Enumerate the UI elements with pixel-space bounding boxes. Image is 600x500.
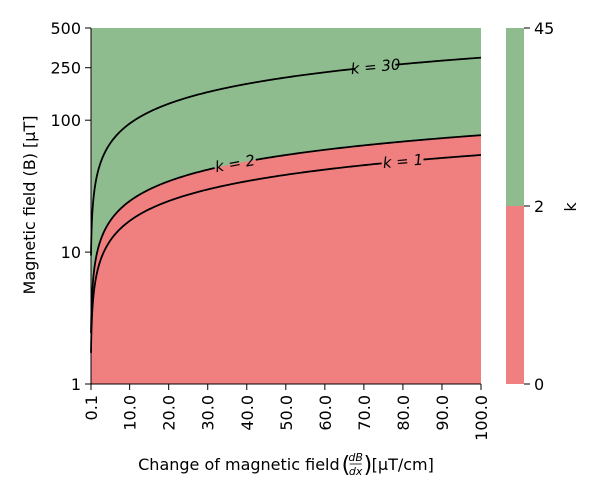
y-tick-label: 10 bbox=[61, 243, 81, 262]
x-tick-label: 60.0 bbox=[316, 395, 335, 431]
colorbar-label: k bbox=[561, 202, 580, 212]
colorbar-segment-high bbox=[506, 28, 524, 206]
x-tick-label: 20.0 bbox=[160, 395, 179, 431]
x-tick-label: 70.0 bbox=[355, 395, 374, 431]
fraction-numerator: dB bbox=[348, 451, 363, 464]
x-axis-label: Change of magnetic field bbox=[138, 455, 340, 474]
contour-label-k-1: k = 1 bbox=[382, 151, 424, 173]
heatmap-regions bbox=[91, 28, 481, 384]
x-tick-label: 0.1 bbox=[82, 395, 101, 420]
colorbar-tick-label: 45 bbox=[534, 19, 554, 38]
x-axis: 0.1 10.0 20.0 30.0 40.0 50.0 60.0 70.0 80.0 90.0 1… bbox=[82, 383, 491, 441]
x-tick-label: 50.0 bbox=[277, 395, 296, 431]
plot-area: k = 1k = 2k = 30 bbox=[90, 28, 482, 384]
contour-line-k-30 bbox=[90, 67, 356, 256]
y-axis: 1 10 100 250 500 bbox=[50, 19, 92, 394]
contour-line-k-1 bbox=[423, 154, 482, 161]
contour-label-k-30: k = 30 bbox=[350, 55, 401, 78]
fraction-left-paren: ( bbox=[342, 453, 351, 478]
y-tick-label: 100 bbox=[50, 111, 81, 130]
x-axis-label-unit: [μT/cm] bbox=[372, 455, 434, 474]
region-k-below-2 bbox=[91, 135, 481, 384]
contour-line-k-1 bbox=[90, 162, 382, 353]
contour-line-k-2 bbox=[90, 167, 215, 334]
fraction-denominator: dx bbox=[349, 465, 363, 478]
x-tick-label: 80.0 bbox=[394, 395, 413, 431]
y-axis-label: Magnetic field (B) [μT] bbox=[20, 116, 39, 295]
x-tick-label: 100.0 bbox=[472, 395, 491, 441]
y-tick-label: 1 bbox=[71, 375, 81, 394]
contour-lines bbox=[90, 56, 482, 353]
x-axis-label-prefix: Change of magnetic field bbox=[138, 455, 340, 474]
y-tick-label: 500 bbox=[50, 19, 81, 38]
colorbar-segment-low bbox=[506, 206, 524, 384]
contour-line-k-2 bbox=[255, 134, 482, 161]
x-tick-label: 90.0 bbox=[433, 395, 452, 431]
colorbar: 0 2 45 bbox=[506, 19, 554, 394]
colorbar-tick-label: 0 bbox=[534, 375, 544, 394]
x-tick-label: 40.0 bbox=[238, 395, 257, 431]
fraction-right-paren: ) bbox=[364, 453, 373, 478]
x-tick-label: 10.0 bbox=[121, 395, 140, 431]
contour-line-k-30 bbox=[395, 56, 482, 66]
colorbar-tick-label: 2 bbox=[534, 197, 544, 216]
x-tick-label: 30.0 bbox=[199, 395, 218, 431]
y-tick-label: 250 bbox=[50, 59, 81, 78]
